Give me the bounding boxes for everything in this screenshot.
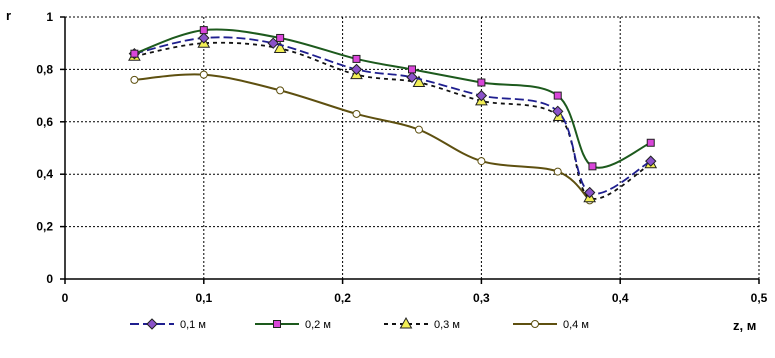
x-tick-label: 0,3 bbox=[473, 291, 490, 305]
data-point bbox=[273, 41, 287, 53]
x-axis-label: z, м bbox=[733, 318, 756, 333]
legend-item: 0,2 м bbox=[255, 319, 331, 331]
x-tick-label: 0,1 bbox=[195, 291, 212, 305]
data-point bbox=[276, 86, 285, 95]
data-point bbox=[130, 49, 139, 58]
series-layer bbox=[128, 26, 658, 205]
data-point bbox=[645, 155, 657, 167]
y-tick-label: 0,8 bbox=[36, 62, 53, 76]
legend: 0,1 м 0,2 м 0,3 м 0,4 м bbox=[130, 316, 589, 331]
data-point bbox=[199, 70, 208, 79]
y-axis-label: r bbox=[6, 8, 11, 23]
x-tick-label: 0,4 bbox=[612, 291, 629, 305]
x-tick-label: 0 bbox=[62, 291, 69, 305]
legend-marker bbox=[273, 320, 281, 328]
series-2 bbox=[128, 36, 658, 203]
data-point bbox=[276, 33, 285, 42]
data-point bbox=[414, 125, 423, 134]
y-tick-label: 0,2 bbox=[36, 220, 53, 234]
series-line bbox=[134, 73, 591, 202]
data-point bbox=[199, 26, 208, 35]
data-point bbox=[350, 63, 363, 76]
y-tick-label: 0 bbox=[46, 272, 53, 286]
legend-marker bbox=[531, 320, 539, 328]
legend-marker bbox=[399, 316, 413, 329]
tick-labels: 0 0,2 0,4 0,6 0,8 1 0 0,1 0,2 0,3 0,4 0,5 bbox=[36, 10, 767, 305]
grid bbox=[65, 16, 760, 279]
data-point bbox=[198, 32, 210, 44]
data-point bbox=[412, 75, 426, 87]
data-point bbox=[475, 89, 488, 102]
data-point bbox=[588, 162, 597, 171]
data-point bbox=[553, 91, 562, 100]
data-point bbox=[130, 75, 139, 84]
legend-marker bbox=[146, 318, 158, 330]
series-1 bbox=[130, 26, 655, 171]
y-tick-label: 0,4 bbox=[36, 167, 53, 181]
data-point bbox=[646, 138, 655, 147]
x-tick-label: 0,2 bbox=[334, 291, 351, 305]
data-point bbox=[477, 78, 486, 87]
data-point bbox=[553, 167, 562, 176]
legend-label: 0,3 м bbox=[434, 319, 460, 331]
axes bbox=[60, 16, 760, 284]
data-point bbox=[477, 157, 486, 166]
y-tick-label: 1 bbox=[46, 10, 53, 24]
data-point bbox=[406, 71, 418, 83]
x-tick-label: 0,5 bbox=[751, 291, 768, 305]
series-line bbox=[134, 36, 652, 195]
legend-label: 0,1 м bbox=[180, 319, 206, 331]
y-tick-label: 0,6 bbox=[36, 115, 53, 129]
data-point bbox=[552, 105, 564, 118]
legend-item: 0,4 м bbox=[513, 319, 589, 331]
series-3 bbox=[130, 70, 594, 205]
legend-label: 0,4 м bbox=[563, 319, 589, 331]
data-point bbox=[352, 109, 361, 118]
data-point bbox=[408, 65, 416, 74]
data-point bbox=[583, 186, 596, 199]
legend-item: 0,1 м bbox=[130, 318, 206, 331]
legend-label: 0,2 м bbox=[305, 319, 331, 331]
data-point bbox=[352, 54, 361, 63]
legend-item: 0,3 м bbox=[384, 316, 460, 331]
series-0 bbox=[128, 32, 657, 199]
